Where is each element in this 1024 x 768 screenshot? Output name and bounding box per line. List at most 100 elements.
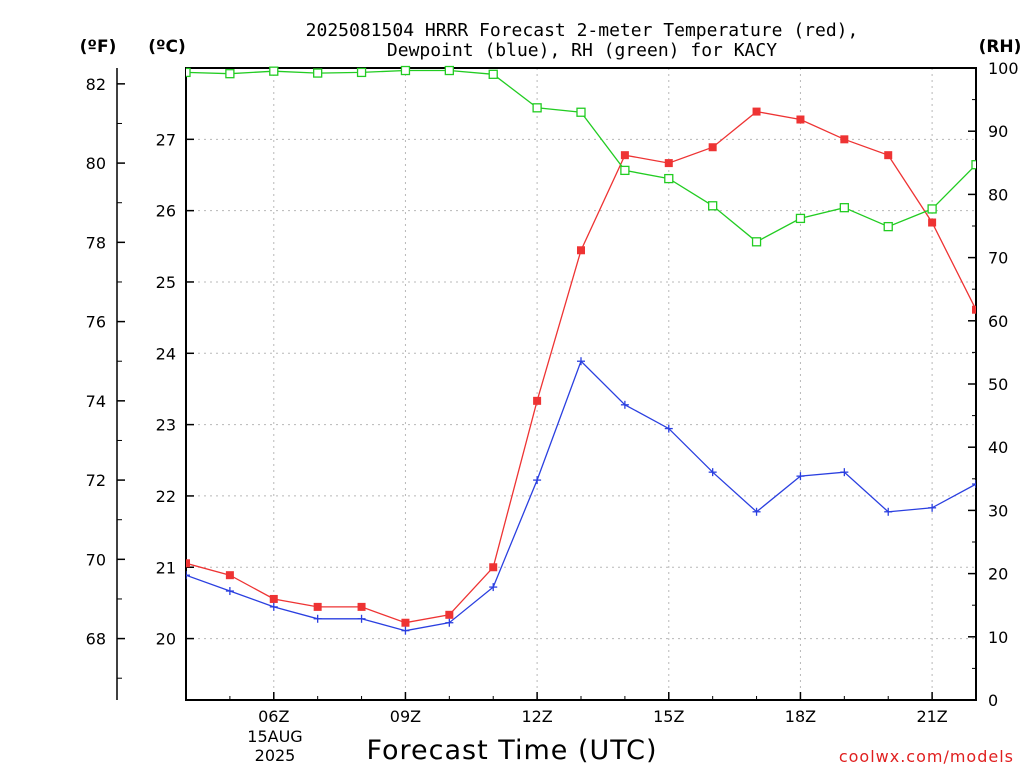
credit-text: coolwx.com/models: [839, 747, 1014, 766]
rh-tick-label: 90: [988, 122, 1008, 141]
rh-point: [444, 65, 454, 76]
rh-point: [883, 221, 893, 232]
dewpoint-point: [620, 400, 629, 409]
rh-point: [751, 237, 762, 247]
dewpoint-point: [269, 602, 278, 611]
celsius-tick-label: 23: [156, 416, 176, 435]
series-rh: [186, 65, 976, 247]
rh-point: [927, 204, 937, 214]
rh-tick-label: 80: [988, 185, 1008, 204]
series-temperature: [186, 107, 976, 627]
plot-frame: [185, 67, 977, 701]
date-label-day: 15AUG: [247, 727, 302, 746]
temperature-point: [840, 135, 849, 144]
fahrenheit-tick-label: 68: [86, 630, 106, 649]
dewpoint-point: [708, 468, 717, 477]
fahrenheit-tick-label: 74: [86, 392, 106, 411]
rh-point: [664, 173, 674, 184]
rh-point: [971, 160, 976, 170]
rh-tick-label: 40: [988, 438, 1008, 457]
fahrenheit-axis: 68 70 72 74 76 78 80 82: [86, 75, 125, 679]
celsius-tick-label: 26: [156, 202, 176, 221]
x-tick-label: 06Z: [258, 707, 289, 726]
series-layer: [186, 65, 976, 635]
celsius-tick-label: 21: [156, 558, 176, 577]
dewpoint-point: [796, 472, 805, 481]
dewpoint-point: [445, 618, 454, 627]
rh-tick-label: 70: [988, 249, 1008, 268]
rh-point: [356, 67, 367, 78]
temperature-point: [884, 151, 893, 160]
temperature-point: [708, 143, 717, 152]
rh-point: [620, 165, 630, 176]
rh-point: [186, 67, 191, 78]
celsius-tick-label: 25: [156, 273, 176, 292]
rh-tick-label: 30: [988, 501, 1008, 520]
fahrenheit-unit-label: (ºF): [80, 37, 117, 57]
fahrenheit-tick-label: 80: [86, 154, 106, 173]
celsius-axis: 20 21 22 23 24 25 26 27: [156, 130, 194, 649]
x-axis-title: Forecast Time (UTC): [366, 735, 657, 766]
title: 2025081504 HRRR Forecast 2-meter Tempera…: [306, 20, 859, 61]
rh-unit-label: (RH): [979, 37, 1022, 57]
temperature-point: [972, 305, 976, 314]
rh-axis: 0 10 20 30 40 50 60 70 80 90 100: [968, 59, 1019, 710]
dewpoint-point: [972, 480, 976, 489]
fahrenheit-tick-label: 76: [86, 313, 106, 332]
series-line: [186, 69, 976, 243]
rh-tick-label: 0: [988, 691, 998, 710]
dewpoint-point: [577, 357, 585, 366]
temperature-point: [225, 571, 234, 580]
temperature-point: [357, 602, 366, 611]
dewpoint-point: [884, 507, 893, 516]
temperature-point: [620, 151, 629, 160]
temperature-point: [445, 610, 454, 619]
celsius-tick-label: 27: [156, 130, 176, 149]
temperature-point: [928, 218, 937, 227]
dewpoint-point: [840, 468, 849, 477]
rh-point: [269, 66, 279, 76]
grid-lines: [186, 68, 976, 700]
temperature-point: [269, 594, 278, 603]
dewpoint-point: [313, 614, 322, 623]
rh-point: [313, 68, 323, 78]
x-tick-label: 21Z: [916, 707, 947, 726]
rh-point: [400, 65, 411, 76]
dewpoint-point: [533, 476, 542, 485]
title-line-2: Dewpoint (blue), RH (green) for KACY: [387, 40, 777, 61]
rh-point: [708, 201, 718, 211]
x-tick-label: 12Z: [521, 707, 552, 726]
series-line: [186, 360, 976, 632]
temperature-point: [186, 559, 190, 568]
rh-point: [225, 69, 235, 79]
x-tick-label: 09Z: [390, 707, 421, 726]
temperature-point: [577, 246, 585, 255]
temperature-point: [401, 618, 410, 627]
temperature-point: [313, 602, 322, 611]
series-dewpoint: [186, 357, 976, 635]
dewpoint-point: [752, 507, 761, 516]
temperature-point: [664, 159, 673, 168]
rh-tick-label: 50: [988, 375, 1008, 394]
x-tick-label: 18Z: [785, 707, 816, 726]
date-label-year: 2025: [255, 746, 296, 765]
dewpoint-point: [225, 587, 234, 596]
celsius-tick-label: 24: [156, 344, 176, 363]
celsius-tick-label: 20: [156, 630, 176, 649]
fahrenheit-tick-label: 70: [86, 550, 106, 569]
temperature-point: [533, 396, 542, 405]
rh-tick-label: 10: [988, 628, 1008, 647]
dewpoint-point: [401, 626, 410, 635]
celsius-tick-label: 22: [156, 487, 176, 506]
fahrenheit-tick-label: 72: [86, 471, 106, 490]
dewpoint-point: [186, 571, 190, 580]
fahrenheit-tick-label: 78: [86, 233, 106, 252]
rh-point: [532, 103, 542, 113]
x-tick-label: 15Z: [653, 707, 684, 726]
rh-point: [839, 203, 849, 213]
rh-tick-label: 20: [988, 565, 1008, 584]
dewpoint-point: [489, 583, 498, 592]
rh-tick-label: 100: [988, 59, 1019, 78]
temperature-point: [489, 563, 498, 572]
